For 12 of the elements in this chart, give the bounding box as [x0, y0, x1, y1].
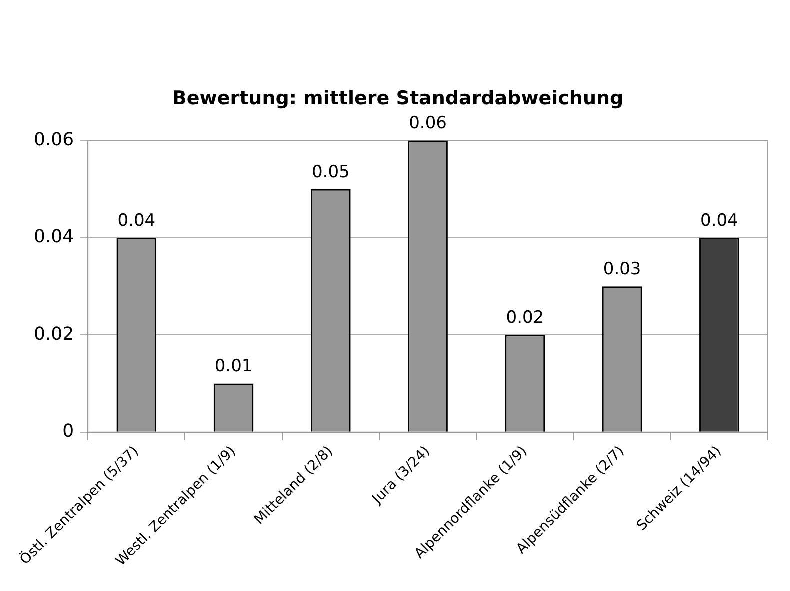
- data-label: 0.02: [506, 308, 544, 328]
- y-tick-label: 0.06: [34, 129, 74, 150]
- y-tick-label: 0: [62, 421, 74, 442]
- data-label: 0.04: [700, 210, 738, 231]
- data-label: 0.05: [312, 162, 350, 182]
- data-label: 0.01: [214, 356, 253, 377]
- chart-title: Bewertung: mittlere Standardabweichung: [172, 87, 624, 110]
- data-label: 0.03: [603, 260, 642, 280]
- y-tick-label: 0.04: [34, 226, 74, 248]
- y-tick-label: 0.02: [34, 324, 74, 345]
- data-label: 0.04: [118, 210, 156, 231]
- data-label: 0.06: [409, 114, 447, 134]
